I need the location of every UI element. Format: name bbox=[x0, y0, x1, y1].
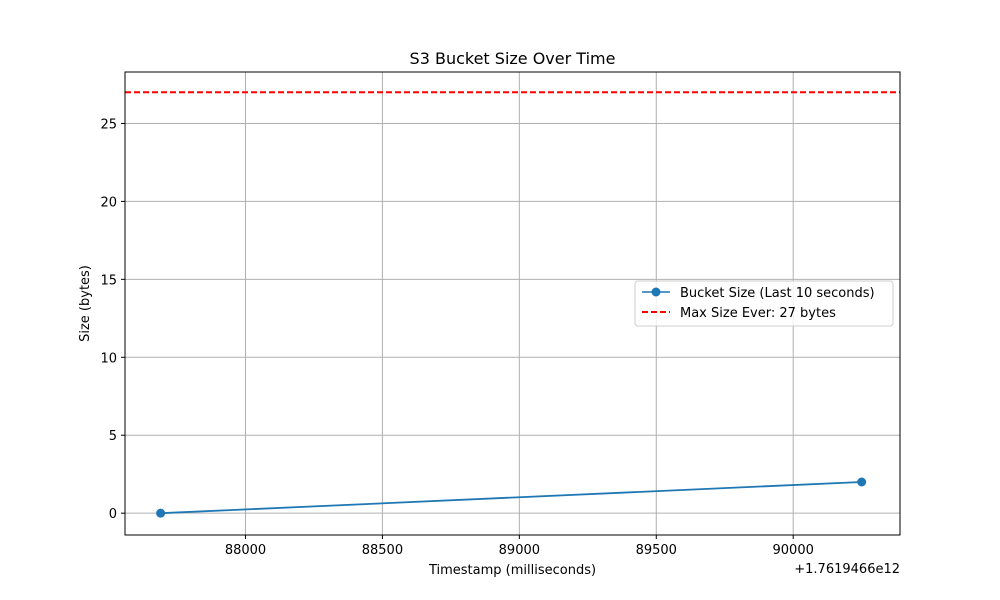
plot-frame bbox=[124, 71, 901, 536]
y-tick-label: 10 bbox=[100, 351, 117, 366]
bucket-size-point bbox=[857, 477, 867, 487]
x-tick-label: 90000 bbox=[773, 543, 814, 558]
x-tick-label: 88000 bbox=[225, 543, 266, 558]
y-tick-label: 5 bbox=[109, 429, 117, 444]
x-offset-label: +1.7619466e12 bbox=[794, 562, 900, 577]
legend-box bbox=[634, 280, 894, 327]
legend-label-bucket-size: Bucket Size (Last 10 seconds) bbox=[680, 286, 875, 301]
x-tick-label: 89500 bbox=[636, 543, 677, 558]
chart-title: S3 Bucket Size Over Time bbox=[410, 49, 616, 68]
y-axis-label: Size (bytes) bbox=[78, 265, 93, 342]
legend-marker-bucket-size bbox=[651, 287, 661, 297]
x-tick-label: 88500 bbox=[362, 543, 403, 558]
legend: Bucket Size (Last 10 seconds) Max Size E… bbox=[634, 280, 894, 327]
bucket-size-line bbox=[160, 481, 862, 515]
bucket-size-point bbox=[156, 508, 166, 518]
y-tick-label: 25 bbox=[100, 117, 117, 132]
y-tick-label: 0 bbox=[109, 507, 117, 522]
x-axis: 88000 88500 89000 89500 90000 bbox=[225, 535, 814, 558]
series-layer bbox=[125, 91, 900, 518]
legend-label-max-size: Max Size Ever: 27 bytes bbox=[680, 306, 836, 321]
x-tick-label: 89000 bbox=[499, 543, 540, 558]
y-tick-label: 15 bbox=[100, 273, 117, 288]
y-axis: 0 5 10 15 20 25 bbox=[100, 117, 125, 522]
x-axis-label: Timestamp (milliseconds) bbox=[428, 563, 596, 578]
y-tick-label: 20 bbox=[100, 195, 117, 210]
